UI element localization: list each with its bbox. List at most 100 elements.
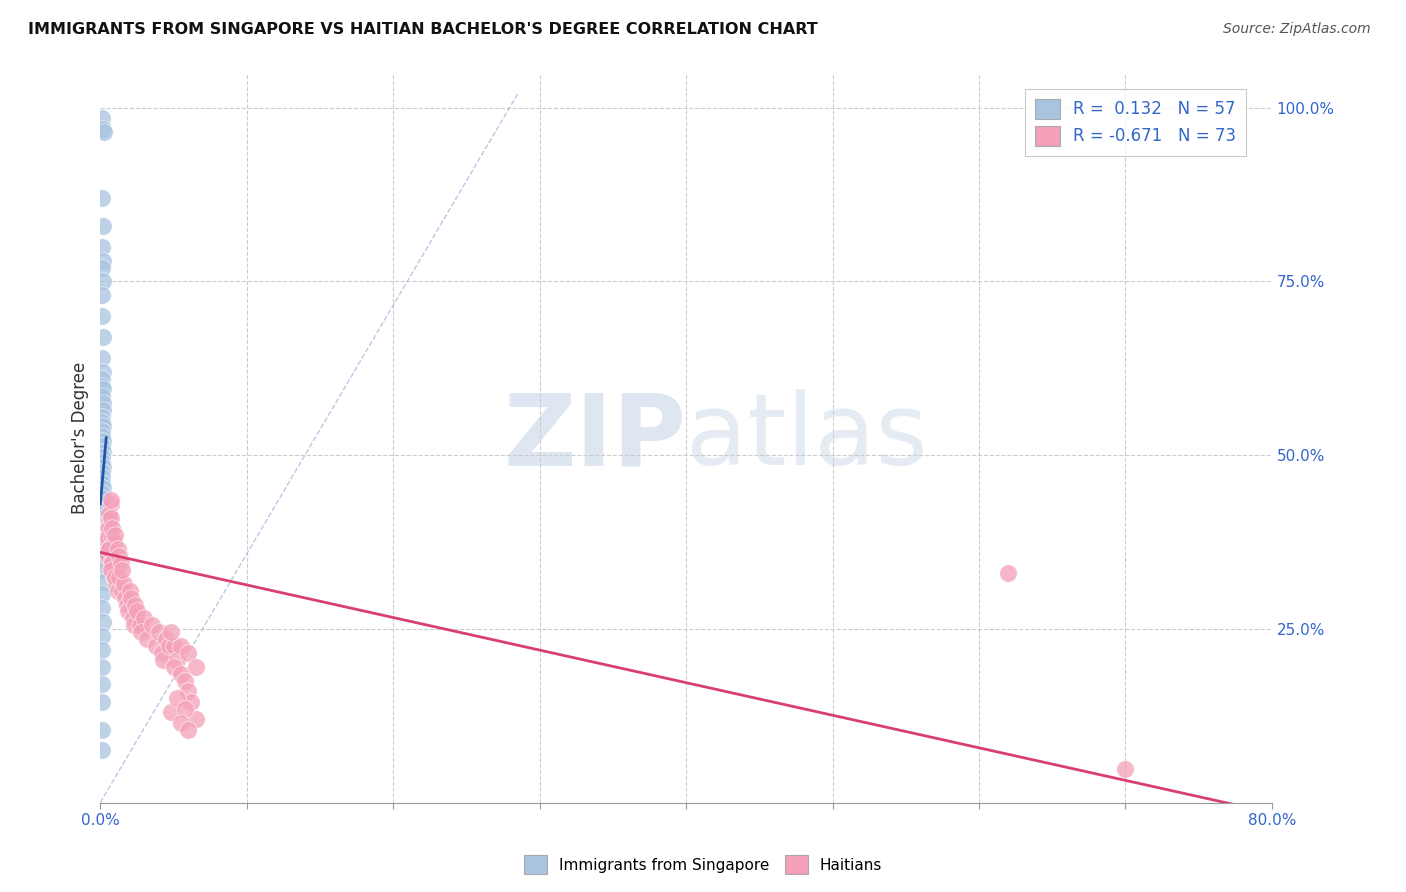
Point <box>90 629 112 643</box>
Point <box>91 459 114 474</box>
Point <box>103 570 125 584</box>
Point <box>101 521 124 535</box>
Point <box>997 566 1019 581</box>
Point <box>1114 762 1136 776</box>
Point <box>110 556 132 570</box>
Point <box>90 541 112 556</box>
Point <box>90 486 112 500</box>
Point <box>91 434 114 449</box>
Point <box>90 470 112 484</box>
Point <box>174 702 197 716</box>
Text: IMMIGRANTS FROM SINGAPORE VS HAITIAN BACHELOR'S DEGREE CORRELATION CHART: IMMIGRANTS FROM SINGAPORE VS HAITIAN BAC… <box>28 22 818 37</box>
Point <box>98 541 121 556</box>
Point <box>90 240 112 254</box>
Legend: Immigrants from Singapore, Haitians: Immigrants from Singapore, Haitians <box>517 849 889 880</box>
Point <box>90 723 112 737</box>
Point <box>98 514 121 528</box>
Point <box>97 528 120 542</box>
Point <box>101 532 124 546</box>
Point <box>155 632 177 647</box>
Point <box>91 330 114 344</box>
Point <box>145 639 167 653</box>
Point <box>90 389 112 403</box>
Point <box>90 475 112 490</box>
Point <box>104 549 127 563</box>
Point <box>98 507 121 521</box>
Point <box>91 419 114 434</box>
Point <box>166 653 188 667</box>
Point <box>180 695 202 709</box>
Point <box>90 510 112 524</box>
Point <box>177 723 200 737</box>
Point <box>93 125 115 139</box>
Point <box>159 705 181 719</box>
Point <box>90 533 112 547</box>
Point <box>111 583 134 598</box>
Point <box>150 646 173 660</box>
Point <box>90 455 112 469</box>
Point <box>98 521 121 535</box>
Point <box>90 424 112 438</box>
Point <box>177 646 200 660</box>
Point <box>157 639 180 653</box>
Point <box>90 677 112 691</box>
Point <box>148 625 170 640</box>
Point <box>90 378 112 392</box>
Point <box>98 541 121 556</box>
Point <box>128 618 150 632</box>
Point <box>108 549 131 563</box>
Point <box>90 552 112 566</box>
Point <box>134 611 156 625</box>
Point <box>91 403 114 417</box>
Point <box>124 598 146 612</box>
Point <box>97 532 120 546</box>
Point <box>174 673 197 688</box>
Point <box>101 563 124 577</box>
Point <box>112 576 135 591</box>
Point <box>136 632 159 647</box>
Point <box>159 625 181 640</box>
Point <box>162 660 184 674</box>
Point <box>90 517 112 532</box>
Point <box>90 260 112 275</box>
Point <box>90 450 112 464</box>
Point <box>90 415 112 429</box>
Point <box>90 409 112 424</box>
Point <box>104 528 127 542</box>
Point <box>97 521 120 535</box>
Point <box>107 541 129 556</box>
Point <box>101 556 124 570</box>
Point <box>90 695 112 709</box>
Point <box>91 365 114 379</box>
Point <box>91 504 114 518</box>
Point <box>122 618 145 632</box>
Point <box>107 583 129 598</box>
Point <box>100 497 122 511</box>
Point <box>170 715 193 730</box>
Point <box>90 563 112 577</box>
Point <box>117 604 139 618</box>
Point <box>100 556 122 570</box>
Point <box>184 712 207 726</box>
Point <box>141 618 163 632</box>
Text: atlas: atlas <box>686 389 928 486</box>
Point <box>90 372 112 386</box>
Point <box>114 591 136 605</box>
Point <box>91 219 114 233</box>
Point <box>90 288 112 302</box>
Point <box>90 601 112 615</box>
Point <box>97 535 120 549</box>
Point <box>90 191 112 205</box>
Point <box>90 466 112 480</box>
Point <box>90 351 112 365</box>
Point <box>91 615 114 629</box>
Point <box>90 497 112 511</box>
Point <box>90 309 112 323</box>
Text: ZIP: ZIP <box>503 389 686 486</box>
Point <box>184 660 207 674</box>
Point <box>104 570 127 584</box>
Point <box>91 121 114 136</box>
Point <box>121 611 143 625</box>
Point <box>90 111 112 125</box>
Point <box>90 439 112 453</box>
